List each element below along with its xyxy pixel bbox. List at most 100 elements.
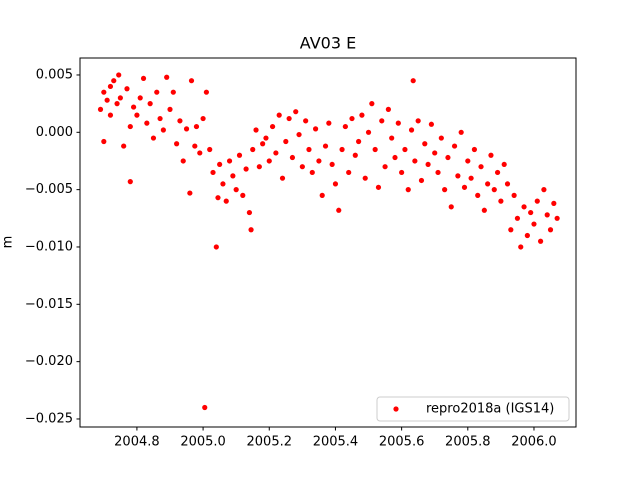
data-point (395, 120, 401, 126)
data-point (220, 181, 226, 187)
data-point (207, 146, 213, 153)
data-point (243, 166, 249, 172)
data-point (101, 89, 107, 95)
data-point (339, 146, 345, 153)
data-point (508, 227, 514, 233)
data-point (346, 169, 352, 176)
x-tick-label: 2005.8 (445, 435, 491, 450)
data-point (213, 244, 219, 250)
data-point (481, 207, 487, 213)
data-point (554, 215, 560, 221)
data-point (365, 129, 372, 135)
data-point (140, 75, 147, 82)
data-point (468, 175, 474, 181)
data-point (544, 212, 550, 218)
plot-frame (79, 57, 577, 428)
data-point (410, 78, 416, 84)
data-point (422, 141, 428, 147)
data-point (547, 227, 554, 233)
data-point (279, 175, 286, 181)
data-point (124, 86, 130, 92)
data-point (399, 169, 405, 176)
data-point (415, 118, 421, 124)
data-point (438, 135, 444, 141)
data-point (144, 120, 150, 126)
data-point (541, 187, 547, 193)
data-point (485, 181, 491, 187)
data-point (442, 187, 448, 193)
data-point (177, 118, 183, 124)
data-point (312, 126, 319, 132)
y-tick-label: −0.025 (25, 411, 73, 426)
data-point (349, 115, 355, 122)
data-point (276, 112, 282, 118)
data-point (488, 152, 494, 158)
x-tick-label: 2005.6 (379, 435, 425, 450)
data-point (299, 164, 305, 170)
data-point (309, 169, 315, 176)
data-point (193, 123, 200, 130)
data-point (534, 198, 540, 204)
data-point (385, 106, 391, 112)
data-point (475, 192, 481, 198)
data-point (375, 184, 382, 190)
data-point (326, 120, 332, 126)
data-point (154, 89, 160, 95)
data-point (215, 195, 221, 201)
data-point (455, 173, 461, 179)
data-point (230, 173, 236, 179)
data-point (107, 83, 114, 90)
data-point (236, 152, 243, 158)
data-point (332, 181, 339, 187)
data-point (514, 215, 521, 221)
data-point (202, 404, 208, 411)
data-point (97, 106, 104, 112)
data-point (256, 164, 262, 170)
data-point (458, 129, 464, 135)
data-point (448, 204, 454, 210)
data-point (445, 154, 451, 161)
data-point (188, 78, 195, 84)
x-tick-label: 2005.2 (247, 435, 293, 450)
data-point (217, 161, 223, 168)
data-point (104, 97, 110, 103)
data-point (306, 146, 312, 153)
data-point (402, 146, 408, 153)
x-tick-label: 2005.4 (313, 435, 359, 450)
data-point (183, 126, 190, 132)
data-point (362, 175, 368, 181)
data-point (418, 177, 425, 184)
data-point (137, 95, 143, 101)
data-point (342, 123, 348, 130)
data-point (504, 181, 511, 187)
data-point (329, 161, 335, 168)
data-point (432, 150, 438, 156)
x-tick-label: 2005.0 (180, 435, 226, 450)
data-point (356, 138, 362, 145)
data-point (316, 158, 322, 164)
data-point (134, 112, 140, 118)
data-point (336, 207, 342, 213)
data-point (250, 146, 256, 153)
data-point (266, 158, 272, 164)
data-point (150, 135, 157, 141)
data-point (465, 158, 471, 164)
data-point (127, 179, 133, 185)
data-point (303, 118, 309, 124)
data-point (197, 150, 203, 156)
data-point (379, 118, 385, 124)
data-point (200, 115, 206, 122)
legend-label: repro2018a (IGS14) (426, 402, 554, 417)
data-point (131, 104, 137, 110)
data-point (501, 161, 507, 168)
data-point (170, 89, 176, 95)
y-tick-label: −0.005 (25, 182, 73, 197)
data-point (389, 135, 395, 141)
data-point (187, 190, 193, 196)
data-point (180, 158, 186, 164)
data-point (223, 198, 229, 204)
data-point (478, 164, 484, 170)
data-point (461, 184, 468, 190)
data-point (471, 146, 478, 153)
